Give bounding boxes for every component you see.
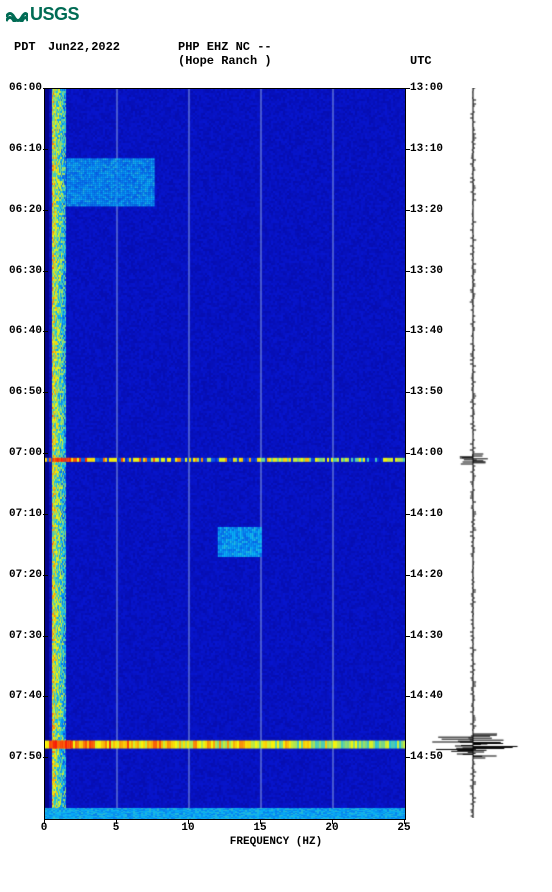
x-tick bbox=[188, 819, 189, 824]
y-tick-left bbox=[43, 392, 48, 393]
y-tick-right bbox=[405, 210, 410, 211]
y-tick-right bbox=[405, 149, 410, 150]
y-tick-right bbox=[405, 453, 410, 454]
y-tick-label-left: 06:20 bbox=[2, 204, 42, 216]
y-tick-left bbox=[43, 271, 48, 272]
x-tick bbox=[332, 819, 333, 824]
y-tick-left bbox=[43, 331, 48, 332]
header-date: Jun22,2022 bbox=[48, 40, 120, 54]
timezone-right: UTC bbox=[410, 54, 432, 68]
y-tick-left bbox=[43, 757, 48, 758]
y-tick-label-left: 07:50 bbox=[2, 751, 42, 763]
y-tick-right bbox=[405, 271, 410, 272]
y-tick-label-left: 07:30 bbox=[2, 630, 42, 642]
y-tick-right bbox=[405, 575, 410, 576]
y-tick-left bbox=[43, 696, 48, 697]
spectrogram-plot bbox=[44, 88, 406, 820]
y-tick-left bbox=[43, 210, 48, 211]
y-tick-left bbox=[43, 88, 48, 89]
y-tick-left bbox=[43, 149, 48, 150]
spectrogram-canvas bbox=[45, 89, 405, 819]
x-tick bbox=[260, 819, 261, 824]
y-tick-right bbox=[405, 88, 410, 89]
y-tick-label-left: 06:30 bbox=[2, 265, 42, 277]
usgs-logo-text: USGS bbox=[30, 4, 79, 25]
x-tick bbox=[404, 819, 405, 824]
y-tick-label-left: 06:10 bbox=[2, 143, 42, 155]
y-tick-left bbox=[43, 514, 48, 515]
station-code: PHP EHZ NC -- bbox=[178, 40, 272, 54]
y-tick-label-left: 07:40 bbox=[2, 690, 42, 702]
y-tick-left bbox=[43, 453, 48, 454]
y-tick-right bbox=[405, 392, 410, 393]
y-tick-label-left: 06:40 bbox=[2, 325, 42, 337]
y-tick-right bbox=[405, 514, 410, 515]
y-tick-left bbox=[43, 575, 48, 576]
y-tick-right bbox=[405, 757, 410, 758]
usgs-wave-icon bbox=[6, 8, 28, 22]
y-tick-label-left: 07:20 bbox=[2, 569, 42, 581]
station-location: (Hope Ranch ) bbox=[178, 54, 272, 68]
y-tick-label-left: 07:00 bbox=[2, 447, 42, 459]
y-tick-right bbox=[405, 636, 410, 637]
seismograph-trace bbox=[418, 88, 528, 818]
x-tick bbox=[116, 819, 117, 824]
y-tick-label-left: 06:00 bbox=[2, 82, 42, 94]
y-tick-label-left: 06:50 bbox=[2, 386, 42, 398]
x-tick bbox=[44, 819, 45, 824]
trace-canvas bbox=[418, 88, 528, 818]
y-tick-right bbox=[405, 331, 410, 332]
y-tick-left bbox=[43, 636, 48, 637]
x-axis-title: FREQUENCY (HZ) bbox=[230, 836, 322, 848]
y-tick-right bbox=[405, 696, 410, 697]
usgs-logo: USGS bbox=[6, 4, 79, 25]
timezone-left: PDT bbox=[14, 40, 36, 54]
y-tick-label-left: 07:10 bbox=[2, 508, 42, 520]
